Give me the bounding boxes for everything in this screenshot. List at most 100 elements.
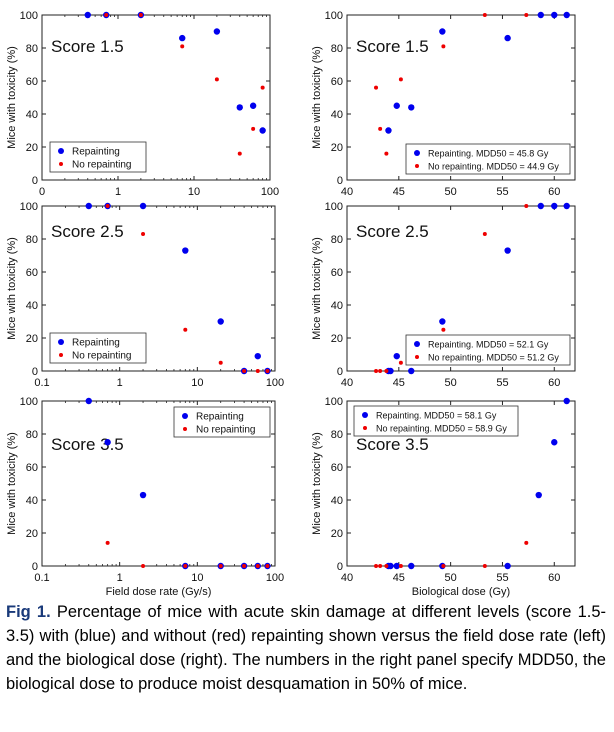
panel-2-repainting-point	[385, 127, 392, 134]
panel-5-xtick-label: 0.1	[34, 572, 49, 584]
panel-4-legend-repainting-label: Repainting. MDD50 = 52.1 Gy	[428, 340, 549, 350]
panel-4-legend-no-repainting-marker	[415, 355, 419, 359]
panel-3-legend-repainting-marker	[58, 339, 64, 345]
panel-3-repainting-point	[254, 352, 261, 360]
panel-4-no-repainting-point	[384, 369, 389, 373]
panel-6-no-repainting-point	[384, 564, 389, 568]
panel-3-xtick-label: 1	[117, 377, 123, 389]
panel-2-legend-box	[405, 143, 571, 175]
panel-1-legend-repainting-marker	[58, 148, 64, 154]
panel-2-legend-repainting-label: Repainting. MDD50 = 45.8 Gy	[428, 149, 549, 159]
panel-6-xtick-label: 50	[445, 572, 457, 584]
panel-6-repainting-point	[387, 562, 394, 570]
panel-6-ytick-label: 40	[331, 495, 343, 507]
panel-6-legend-no-repainting-marker	[363, 426, 367, 430]
panel-4-repainting-point	[387, 367, 394, 375]
panel-3-ytick-label: 80	[26, 234, 38, 246]
panel-4-ytick-label: 100	[325, 201, 343, 213]
panel-3-repainting-point	[217, 318, 224, 325]
panel-5-no-repainting-point	[105, 540, 110, 545]
panel-1-repainting-point	[179, 34, 186, 42]
panel-2-no-repainting-point	[482, 13, 487, 17]
panel-4-repainting-point	[393, 352, 400, 360]
panel-1-repainting-point	[213, 28, 221, 35]
panel-2-axes-box	[346, 14, 576, 181]
panel-6-no-repainting-point	[374, 564, 379, 568]
panel-1-no-repainting-point	[251, 126, 256, 131]
panel-2-repainting-point	[537, 11, 544, 19]
panel-2-ytick-label: 100	[325, 10, 343, 22]
panel-2-ytick-label: 60	[331, 76, 343, 88]
panel-6-repainting-point	[551, 439, 558, 446]
panel-5-legend-repainting-marker	[182, 413, 188, 419]
figure-caption: Fig 1. Percentage of mice with acute ski…	[6, 600, 606, 696]
panel-6-xtick-label: 55	[496, 572, 508, 584]
panel-3-repainting-point	[182, 247, 189, 254]
panel-2-score-label: Score 1.5	[356, 37, 429, 56]
panel-4-legend-no-repainting-label: No repainting. MDD50 = 51.2 Gy	[428, 353, 559, 363]
panel-6-repainting-point	[408, 562, 415, 570]
panel-1-legend-repainting-label: Repainting	[72, 147, 120, 158]
panel-6-legend-repainting-marker	[362, 412, 368, 418]
panel-6-repainting-point	[535, 491, 542, 499]
panel-4-legend-repainting-marker	[414, 341, 420, 347]
panel-2-ylabel: Mice with toxicity (%)	[311, 46, 323, 149]
panel-1-repainting-point	[259, 127, 266, 134]
panel-1-score-label: Score 1.5	[51, 37, 124, 56]
panel-1-no-repainting-point	[214, 77, 219, 82]
panel-6-legend-box	[353, 405, 519, 437]
panel-4-ytick-label: 0	[337, 366, 343, 378]
panel-5-ytick-label: 60	[26, 462, 38, 474]
panel-6-legend-no-repainting-label: No repainting. MDD50 = 58.9 Gy	[376, 424, 507, 434]
panel-4-score-label: Score 2.5	[356, 222, 429, 241]
panel-6-xtick-label: 45	[393, 572, 405, 584]
panel-4-ytick-label: 40	[331, 300, 343, 312]
panel-2-xtick-label: 40	[341, 186, 353, 198]
figure-panels: 0 20 40 60 80 100 0 1 1 0 100 Mice with toxicity (%…	[6, 10, 576, 598]
panel-4-ytick-label: 80	[331, 234, 343, 246]
panel-5-score-label: Score 3.5	[51, 435, 124, 454]
panel-1-ytick-label: 0	[32, 175, 38, 187]
panel-6-ylabel: Mice with toxicity (%)	[311, 432, 323, 535]
panel-3-ytick-label: 0	[32, 366, 38, 378]
panel-4-no-repainting-point	[524, 204, 529, 208]
panel-5-axes-box	[41, 400, 276, 567]
panel-2-legend-no-repainting-marker	[415, 164, 419, 168]
panel-2-repainting-point	[393, 102, 400, 109]
panel-5-repainting-point	[139, 491, 147, 499]
panel-1-no-repainting-point	[180, 44, 185, 49]
panel-6-no-repainting-point	[378, 564, 383, 568]
panel-6-repainting-point	[563, 397, 570, 405]
panel-2-repainting-point	[439, 28, 446, 35]
panel-5-no-repainting-point	[183, 564, 188, 568]
caption-label: Fig 1.	[6, 603, 51, 621]
panel-3-no-repainting-point	[183, 327, 188, 332]
panel-6-xlabel: Biological dose (Gy)	[412, 586, 510, 598]
panel-2-repainting-point	[551, 11, 558, 19]
panel-5-ytick-label: 100	[20, 396, 38, 408]
panel-3-repainting-point	[85, 202, 92, 210]
panel-4-xtick-label: 55	[496, 377, 508, 389]
panel-5-no-repainting-point	[218, 564, 223, 568]
panel-3-ytick-label: 20	[26, 333, 38, 345]
panel-1-no-repainting-point	[104, 13, 109, 17]
panel-3-legend-box	[49, 332, 147, 364]
panel-6-no-repainting-point	[441, 564, 446, 568]
panel-1-xtick-label: 1	[115, 186, 121, 198]
panel-5-xlabel: Field dose rate (Gy/s)	[106, 586, 212, 598]
panel-1-ytick-label: 60	[26, 76, 38, 88]
panel-6-repainting-point	[504, 562, 511, 570]
panel-3-ytick-label: 100	[20, 201, 38, 213]
panel-2-ytick-label: 80	[331, 43, 343, 55]
panel-4-legend-box	[405, 334, 571, 366]
panel-1-axes-box	[41, 14, 271, 181]
panel-4-ytick-label: 20	[331, 333, 343, 345]
panel-5-repainting-point	[85, 397, 92, 405]
panel-6-xtick-label: 60	[548, 572, 560, 584]
panel-4-axes-box	[346, 205, 576, 372]
panel-4-repainting-point	[563, 202, 570, 210]
panel-4-no-repainting-point	[398, 360, 403, 365]
panel-4-repainting-point	[408, 367, 415, 375]
panel-1-ytick-label: 40	[26, 109, 38, 121]
panel-4-xtick-label: 45	[393, 377, 405, 389]
